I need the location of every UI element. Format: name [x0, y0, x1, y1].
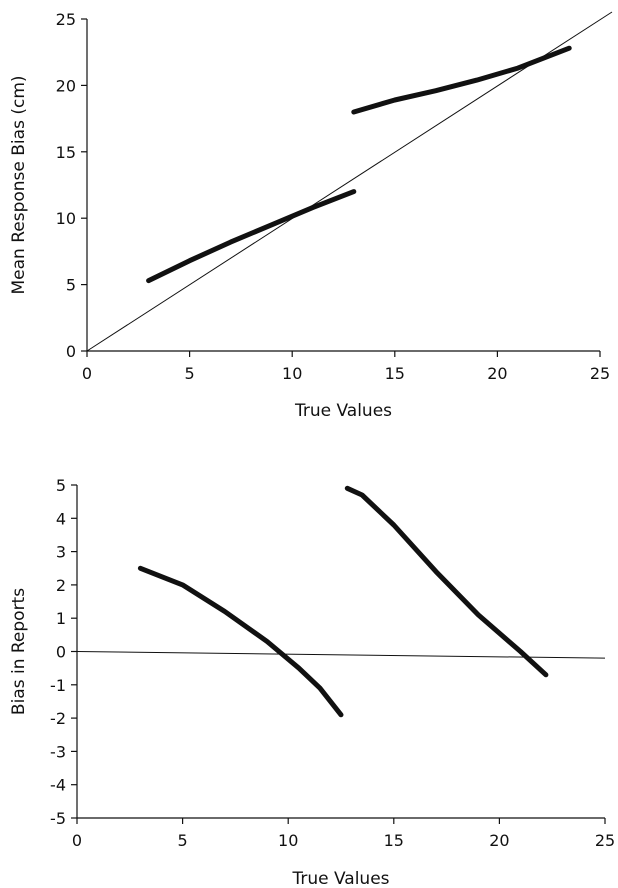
y-tick-label: -3 — [50, 742, 66, 761]
reference-line — [76, 651, 606, 659]
series-line-2 — [351, 45, 572, 115]
x-tick-label: 25 — [590, 364, 610, 383]
x-tick-label: 25 — [595, 831, 615, 850]
x-tick-label: 15 — [384, 831, 404, 850]
y-tick-label: 5 — [56, 476, 66, 495]
y-tick-label: -4 — [50, 776, 66, 795]
y-tick-label: 4 — [56, 509, 66, 528]
y-tick-label: 0 — [66, 342, 76, 361]
x-tick-label: 20 — [487, 364, 507, 383]
y-axis-title: Bias in Reports — [9, 588, 29, 715]
x-axis-title: True Values — [294, 401, 392, 421]
y-tick-label: 25 — [56, 10, 76, 29]
x-tick-label: 10 — [282, 364, 302, 383]
series-line-1 — [137, 565, 344, 718]
y-axis-title: Mean Response Bias (cm) — [9, 75, 29, 294]
reference-line — [86, 11, 613, 352]
x-tick-label: 10 — [278, 831, 298, 850]
x-tick-label: 20 — [489, 831, 509, 850]
y-tick-label: 1 — [56, 609, 66, 628]
y-tick-label: 10 — [56, 209, 76, 228]
y-tick-label: -2 — [50, 709, 66, 728]
x-tick-label: 0 — [72, 831, 82, 850]
y-tick-label: 20 — [56, 76, 76, 95]
y-tick-label: 5 — [66, 276, 76, 295]
y-tick-label: -5 — [50, 809, 66, 828]
y-tick-label: 15 — [56, 143, 76, 162]
y-tick-label: 2 — [56, 576, 66, 595]
y-tick-label: 0 — [56, 643, 66, 662]
series-line-1 — [146, 189, 357, 284]
x-tick-label: 5 — [178, 831, 188, 850]
x-tick-label: 15 — [385, 364, 405, 383]
y-tick-label: 3 — [56, 543, 66, 562]
x-tick-label: 0 — [82, 364, 92, 383]
chart-1: 0 5 10 15 20 25 0 5 10 15 20 25 True Values Mean Resp… — [9, 10, 613, 421]
x-axis-title: True Values — [291, 869, 389, 888]
y-tick-label: -1 — [50, 676, 66, 695]
x-tick-label: 5 — [185, 364, 195, 383]
series-line-2 — [344, 485, 549, 678]
